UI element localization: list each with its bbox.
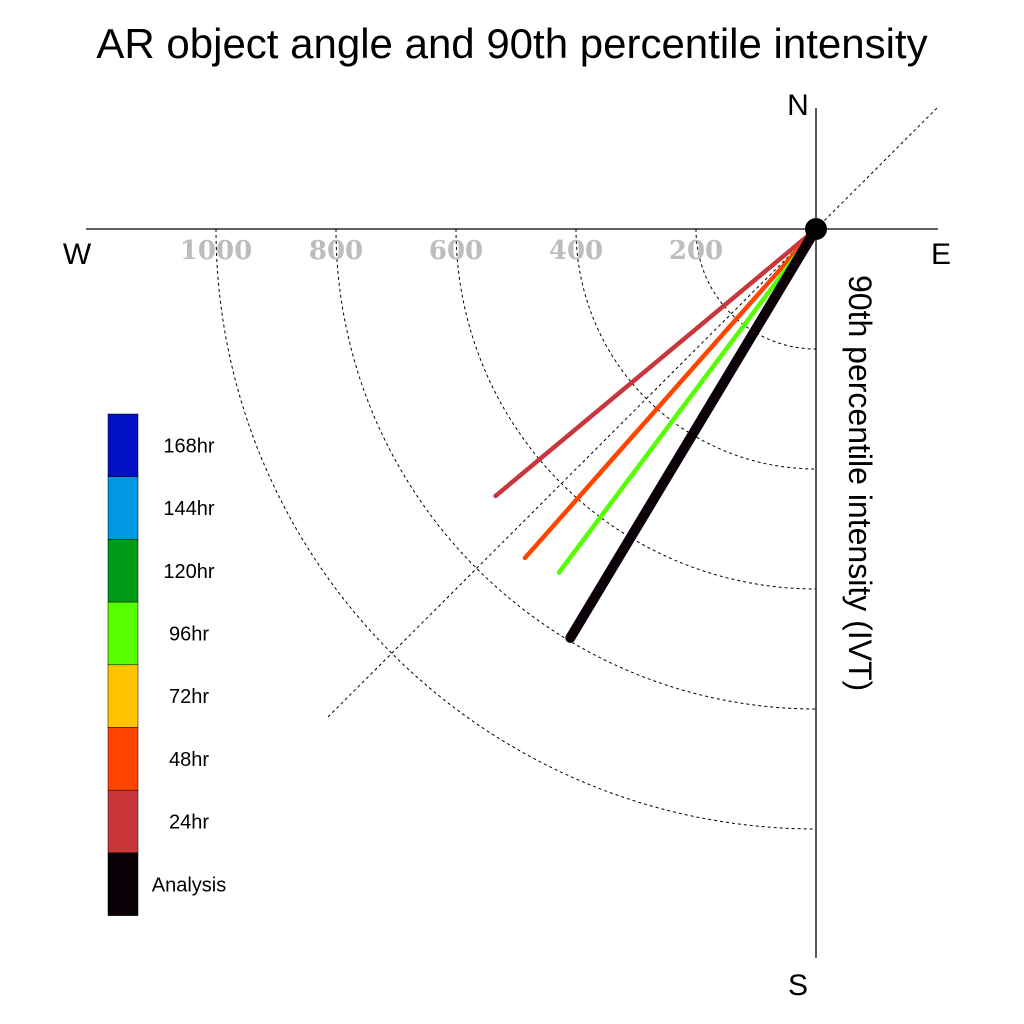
ring-200 (695, 228, 817, 350)
compass-east-label: E (931, 238, 951, 271)
legend-label-120hr: 120hr (163, 561, 214, 583)
ring-label-800: 800 (309, 236, 363, 266)
ring-labels: 200 400 600 800 1000 (180, 236, 723, 266)
legend-label-72hr: 72hr (169, 686, 209, 708)
origin-marker (805, 218, 827, 240)
series-vectors (493, 224, 821, 643)
ring-label-1000: 1000 (180, 236, 252, 266)
axes (86, 107, 938, 958)
ring-label-600: 600 (429, 236, 483, 266)
vector-analysis (565, 224, 821, 643)
legend-label-96hr: 96hr (169, 623, 209, 645)
compass-south-label: S (788, 969, 808, 1002)
ring-label-200: 200 (669, 236, 723, 266)
legend-swatch-120hr (107, 539, 139, 603)
compass-west-label: W (63, 238, 92, 271)
legend: 168hr 144hr 120hr 96hr 72hr 48hr 24hr Analysis (107, 413, 226, 916)
vector-24hr (493, 226, 819, 499)
ring-label-400: 400 (549, 236, 603, 266)
vector-48hr (522, 226, 819, 561)
legend-label-analysis: Analysis (152, 874, 226, 896)
legend-label-144hr: 144hr (163, 498, 214, 520)
compass-north-label: N (787, 89, 809, 122)
legend-swatch-48hr (107, 727, 139, 791)
legend-swatch-144hr (107, 476, 139, 540)
legend-swatch-168hr (107, 413, 139, 477)
legend-label-168hr: 168hr (163, 435, 214, 457)
legend-label-48hr: 48hr (169, 749, 209, 771)
legend-swatch-analysis (107, 852, 139, 916)
legend-label-24hr: 24hr (169, 812, 209, 834)
legend-swatch-96hr (107, 601, 139, 666)
vector-96hr (556, 226, 819, 575)
y-axis-label: 90th percentile intensity (IVT) (842, 275, 878, 691)
legend-swatch-24hr (107, 789, 139, 854)
ring-1000 (215, 228, 817, 830)
legend-swatch-72hr (107, 664, 139, 728)
chart-title: AR object angle and 90th percentile inte… (96, 20, 927, 67)
